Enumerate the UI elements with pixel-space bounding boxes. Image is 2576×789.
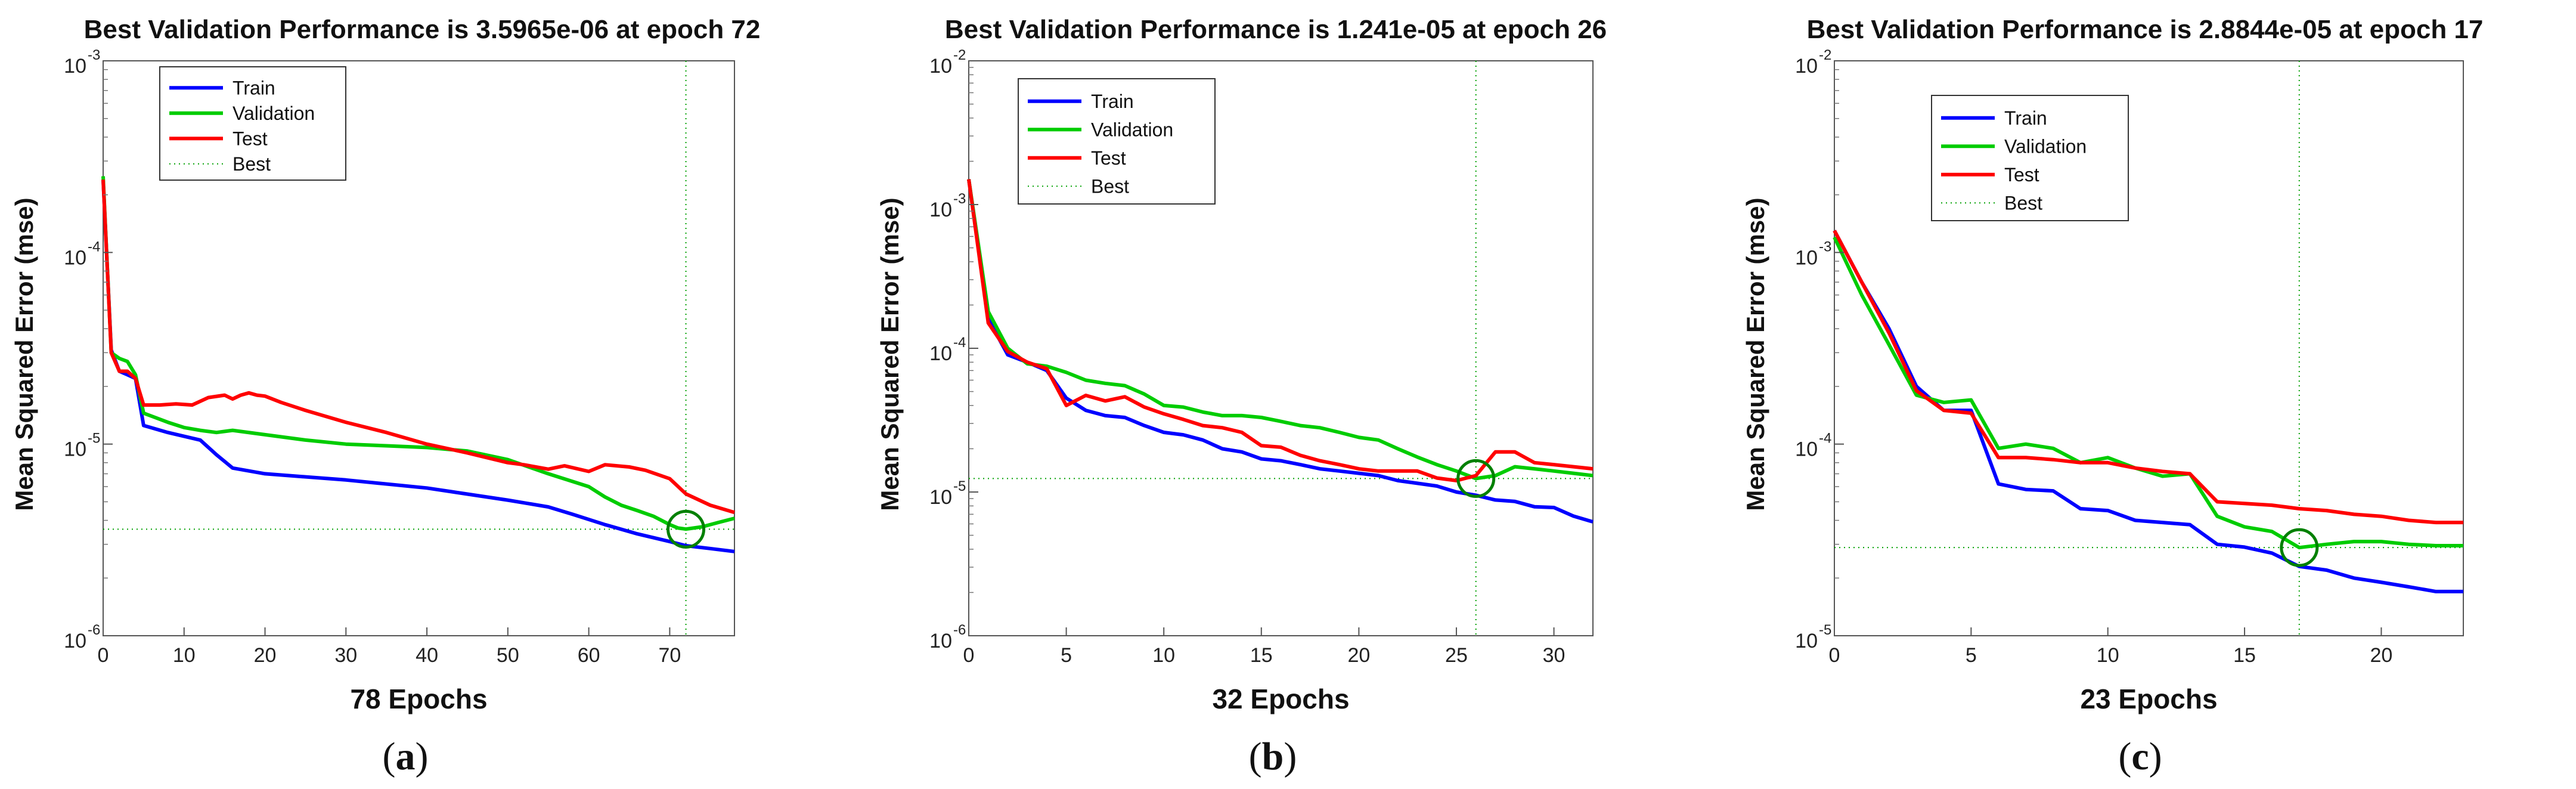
y-tick-exponent: -5	[953, 478, 966, 494]
x-axis-label: 32 Epochs	[1212, 683, 1349, 714]
legend-label-test: Test	[233, 128, 268, 149]
x-tick-label: 10	[1152, 644, 1175, 667]
y-tick-exponent: -4	[88, 239, 100, 255]
y-tick-label: 10	[64, 55, 86, 78]
x-tick-label: 15	[1250, 644, 1273, 667]
legend: Train Validation Test Best	[1931, 95, 2129, 221]
panel-caption: (a)	[383, 735, 429, 778]
y-tick-exponent: -2	[953, 47, 966, 63]
best-marker	[1456, 459, 1496, 498]
y-tick-label: 10	[929, 630, 952, 652]
legend-label-test: Test	[1091, 147, 1126, 169]
y-tick-label: 10	[1795, 246, 1818, 269]
x-tick-label: 30	[1543, 644, 1566, 667]
x-tick-label: 50	[497, 644, 519, 667]
chart-title: Best Validation Performance is 2.8844e-0…	[1807, 15, 2484, 44]
y-tick-exponent: -3	[88, 47, 100, 63]
x-tick-label: 25	[1445, 644, 1468, 667]
y-tick-label: 10	[929, 199, 952, 221]
x-tick-label: 20	[254, 644, 277, 667]
y-tick-label: 10	[1795, 55, 1818, 78]
y-tick-exponent: -3	[1819, 239, 1831, 255]
legend-label-best: Best	[1091, 175, 1129, 197]
series-line-validation	[1833, 236, 2463, 550]
x-tick-label: 30	[334, 644, 357, 667]
x-tick-label: 40	[416, 644, 438, 667]
legend-label-best: Best	[2004, 192, 2042, 214]
x-tick-label: 10	[173, 644, 196, 667]
chart-title: Best Validation Performance is 1.241e-05…	[945, 15, 1607, 44]
y-tick-label: 10	[64, 438, 86, 461]
y-tick-label: 10	[64, 630, 86, 652]
y-axis-label: Mean Squared Error (mse)	[1741, 197, 1769, 510]
series-line-test	[1833, 230, 2463, 525]
y-tick-exponent: -5	[88, 431, 100, 447]
x-tick-label: 60	[578, 644, 600, 667]
y-tick-exponent: -6	[88, 622, 100, 638]
series-line-validation	[967, 179, 1594, 481]
legend-label-train: Train	[1091, 91, 1134, 112]
best-marker	[667, 509, 706, 549]
x-tick-label: 5	[1061, 644, 1072, 667]
legend-label-validation: Validation	[1091, 119, 1173, 140]
x-tick-label: 5	[1966, 644, 1977, 667]
y-tick-label: 10	[929, 486, 952, 509]
chart-title: Best Validation Performance is 3.5965e-0…	[84, 15, 761, 44]
panel-caption: (c)	[2118, 735, 2162, 778]
y-tick-exponent: -4	[1819, 431, 1831, 447]
best-marker	[2280, 528, 2319, 567]
legend-box	[159, 66, 346, 181]
y-tick-exponent: -3	[953, 191, 966, 207]
y-axis-label: Mean Squared Error (mse)	[876, 197, 904, 510]
x-tick-label: 15	[2233, 644, 2256, 667]
x-tick-label: 0	[98, 644, 109, 667]
y-tick-label: 10	[1795, 630, 1818, 652]
plot-area	[1834, 60, 2464, 636]
legend-label-test: Test	[2004, 164, 2039, 185]
legend: Train Validation Test Best	[1018, 78, 1216, 205]
series-line-test	[101, 180, 735, 515]
legend-label-validation: Validation	[233, 103, 315, 124]
x-tick-label: 70	[658, 644, 681, 667]
x-tick-label: 20	[2370, 644, 2392, 667]
x-tick-label: 10	[2097, 644, 2119, 667]
y-tick-label: 10	[1795, 438, 1818, 461]
x-tick-label: 0	[963, 644, 975, 667]
panel-caption: (b)	[1249, 735, 1297, 778]
legend-label-best: Best	[233, 153, 271, 175]
y-tick-exponent: -4	[953, 335, 966, 351]
legend-label-train: Train	[2004, 107, 2047, 129]
y-tick-exponent: -2	[1819, 47, 1831, 63]
series-line-validation	[101, 176, 735, 531]
x-axis-label: 23 Epochs	[2080, 683, 2217, 714]
legend: Train Validation Test Best	[159, 66, 346, 181]
legend-label-train: Train	[233, 77, 275, 98]
x-tick-label: 0	[1829, 644, 1840, 667]
y-tick-label: 10	[929, 342, 952, 365]
y-axis-label: Mean Squared Error (mse)	[10, 197, 38, 510]
x-tick-label: 20	[1347, 644, 1370, 667]
y-tick-label: 10	[64, 246, 86, 269]
legend-label-validation: Validation	[2004, 135, 2087, 157]
y-tick-label: 10	[929, 55, 952, 78]
y-tick-exponent: -6	[953, 622, 966, 638]
y-tick-exponent: -5	[1819, 622, 1831, 638]
x-axis-label: 78 Epochs	[350, 683, 487, 714]
series-line-test	[967, 179, 1594, 482]
